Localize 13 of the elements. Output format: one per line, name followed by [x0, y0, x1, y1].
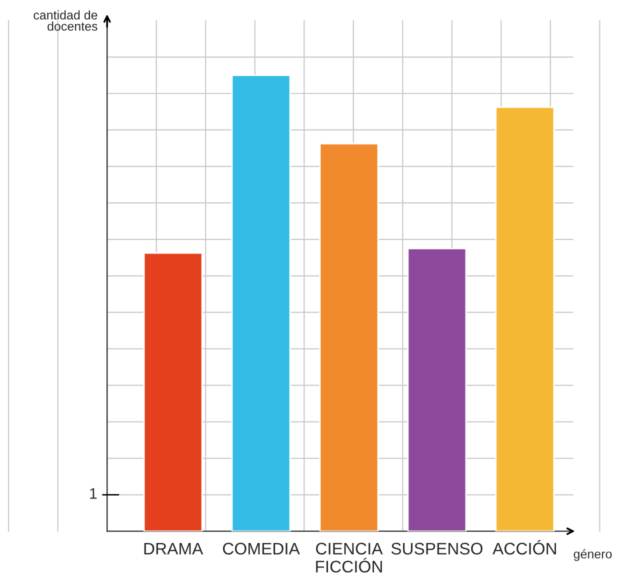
y-axis-title: cantidad de docentes [34, 10, 98, 31]
x-tick-label: CIENCIA FICCIÓN [316, 542, 383, 573]
x-tick-label: COMEDIA [222, 542, 300, 555]
x-tick-label: SUSPENSO [391, 542, 482, 555]
text: 1 [90, 488, 97, 499]
x-tick-label: ACCIÓN [492, 540, 556, 555]
bar [231, 74, 291, 532]
x-axis-title: género [574, 549, 612, 561]
bar [319, 142, 379, 532]
x-tick-label: DRAMA [144, 542, 204, 554]
bar [495, 106, 555, 532]
bar [407, 248, 467, 532]
bar [143, 252, 203, 532]
